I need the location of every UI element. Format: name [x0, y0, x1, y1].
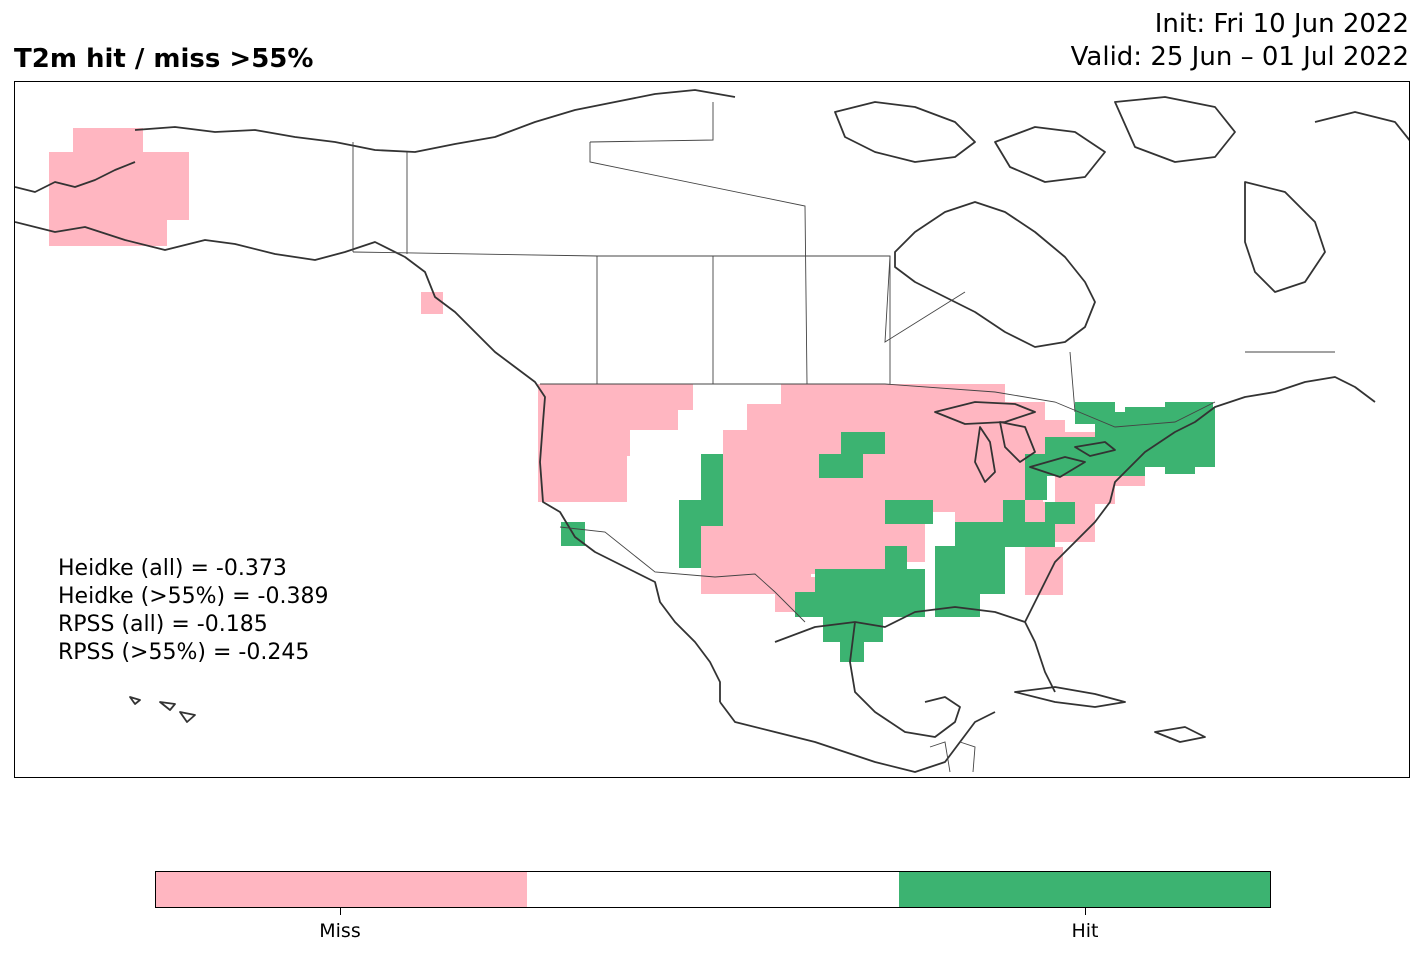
miss-cell — [723, 430, 783, 478]
hit-cell — [795, 592, 925, 617]
hit-cell — [819, 454, 863, 478]
colorbar — [155, 871, 1271, 908]
miss-cell — [795, 552, 889, 574]
hit-cell — [935, 572, 980, 617]
heidke-55-stat: Heidke (>55%) = -0.389 — [58, 584, 329, 609]
hit-cell — [1003, 500, 1025, 524]
hit-cell — [1025, 474, 1047, 500]
hit-cell — [1165, 452, 1195, 474]
date-info: Init: Fri 10 Jun 2022 Valid: 25 Jun – 01… — [1071, 8, 1409, 74]
colorbar-hit-segment — [898, 872, 1270, 907]
rpss-all-stat: RPSS (all) = -0.185 — [58, 612, 268, 637]
coastlines — [15, 89, 1409, 773]
valid-date: Valid: 25 Jun – 01 Jul 2022 — [1070, 42, 1409, 72]
colorbar-miss-segment — [156, 872, 528, 907]
map-title: T2m hit / miss >55% — [14, 44, 314, 74]
hit-cell — [679, 500, 723, 526]
miss-cell — [49, 200, 167, 246]
hit-cell — [1045, 502, 1075, 524]
hit-cell — [679, 522, 701, 568]
verification-stats: Heidke (all) = -0.373 Heidke (>55%) = -0… — [58, 555, 328, 667]
miss-cell — [781, 384, 901, 432]
miss-cell — [645, 384, 693, 410]
colorbar-tick-miss — [340, 908, 341, 915]
map-panel — [14, 81, 1410, 778]
heidke-all-stat: Heidke (all) = -0.373 — [58, 556, 287, 581]
colorbar-label-miss: Miss — [319, 920, 361, 942]
miss-cell — [1025, 547, 1063, 595]
init-date: Init: Fri 10 Jun 2022 — [1154, 9, 1409, 39]
colorbar-label-hit: Hit — [1071, 920, 1099, 942]
miss-cell — [723, 522, 783, 594]
miss-cell — [1055, 472, 1115, 504]
hit-cell — [841, 432, 885, 454]
hit-cell — [885, 500, 933, 524]
miss-cell — [557, 384, 627, 502]
hit-cell — [1045, 437, 1135, 465]
hit-cell — [701, 454, 723, 478]
miss-cell — [723, 476, 813, 524]
borders — [352, 102, 1335, 773]
rpss-55-stat: RPSS (>55%) = -0.245 — [58, 640, 310, 665]
miss-cell — [421, 292, 443, 314]
colorbar-tick-hit — [1085, 908, 1086, 915]
map-canvas — [15, 89, 1409, 773]
hit-cell — [965, 522, 1055, 547]
colorbar-neutral-segment — [527, 872, 899, 907]
